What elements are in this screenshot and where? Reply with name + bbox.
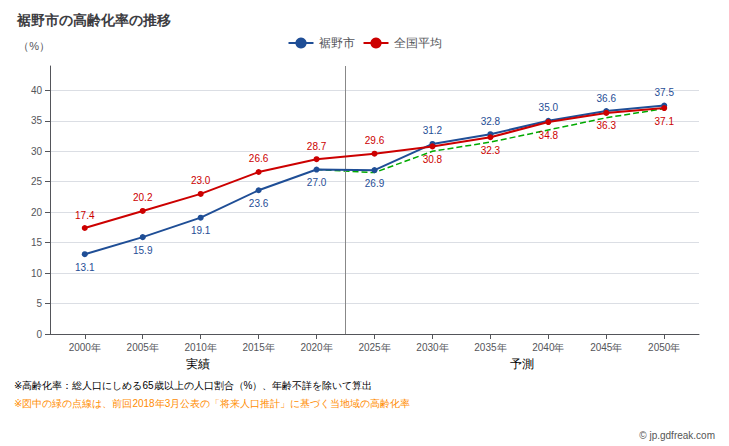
svg-text:19.1: 19.1 bbox=[191, 225, 211, 236]
svg-text:30.8: 30.8 bbox=[423, 154, 443, 165]
svg-text:36.6: 36.6 bbox=[597, 93, 617, 104]
svg-text:28.7: 28.7 bbox=[307, 141, 327, 152]
svg-text:40: 40 bbox=[31, 85, 43, 96]
svg-text:37.1: 37.1 bbox=[654, 116, 674, 127]
svg-text:30: 30 bbox=[31, 146, 43, 157]
svg-text:実績: 実績 bbox=[186, 357, 210, 371]
svg-text:13.1: 13.1 bbox=[75, 262, 95, 273]
svg-text:※図中の緑の点線は、前回2018年3月公表の「将来人口推計」: ※図中の緑の点線は、前回2018年3月公表の「将来人口推計」に基づく当地域の高齢… bbox=[14, 398, 410, 409]
svg-text:23.0: 23.0 bbox=[191, 175, 211, 186]
svg-text:2050年: 2050年 bbox=[648, 342, 680, 353]
svg-text:0: 0 bbox=[36, 329, 42, 340]
svg-text:36.3: 36.3 bbox=[597, 120, 617, 131]
svg-text:26.9: 26.9 bbox=[365, 178, 385, 189]
svg-text:予測: 予測 bbox=[510, 357, 534, 371]
svg-text:27.0: 27.0 bbox=[307, 177, 327, 188]
svg-text:17.4: 17.4 bbox=[75, 210, 95, 221]
svg-text:20: 20 bbox=[31, 207, 43, 218]
svg-text:25: 25 bbox=[31, 176, 43, 187]
svg-text:裾野市の高齢化率の推移: 裾野市の高齢化率の推移 bbox=[16, 12, 171, 28]
svg-text:2015年: 2015年 bbox=[242, 342, 274, 353]
svg-text:32.3: 32.3 bbox=[481, 145, 501, 156]
svg-text:5: 5 bbox=[36, 298, 42, 309]
svg-text:10: 10 bbox=[31, 268, 43, 279]
svg-text:裾野市: 裾野市 bbox=[319, 36, 355, 50]
svg-text:2020年: 2020年 bbox=[300, 342, 332, 353]
svg-text:15: 15 bbox=[31, 237, 43, 248]
svg-text:35: 35 bbox=[31, 115, 43, 126]
svg-text:© jp.gdfreak.com: © jp.gdfreak.com bbox=[639, 430, 715, 441]
svg-text:2035年: 2035年 bbox=[474, 342, 506, 353]
svg-text:20.2: 20.2 bbox=[133, 192, 153, 203]
svg-text:32.8: 32.8 bbox=[481, 116, 501, 127]
svg-text:23.6: 23.6 bbox=[249, 198, 269, 209]
svg-text:2000年: 2000年 bbox=[69, 342, 101, 353]
svg-text:29.6: 29.6 bbox=[365, 135, 385, 146]
svg-text:2010年: 2010年 bbox=[185, 342, 217, 353]
svg-text:26.6: 26.6 bbox=[249, 153, 269, 164]
svg-text:15.9: 15.9 bbox=[133, 245, 153, 256]
svg-text:2030年: 2030年 bbox=[416, 342, 448, 353]
svg-text:31.2: 31.2 bbox=[423, 125, 443, 136]
svg-text:34.8: 34.8 bbox=[539, 130, 559, 141]
svg-text:（%）: （%） bbox=[18, 40, 50, 52]
svg-text:2005年: 2005年 bbox=[127, 342, 159, 353]
svg-text:全国平均: 全国平均 bbox=[394, 36, 442, 50]
svg-text:2025年: 2025年 bbox=[358, 342, 390, 353]
svg-text:37.5: 37.5 bbox=[654, 87, 674, 98]
svg-text:35.0: 35.0 bbox=[539, 102, 559, 113]
svg-text:※高齢化率：総人口にしめる65歳以上の人口割合（%）、年齢不: ※高齢化率：総人口にしめる65歳以上の人口割合（%）、年齢不詳を除いて算出 bbox=[14, 380, 372, 391]
svg-text:2045年: 2045年 bbox=[590, 342, 622, 353]
svg-text:2040年: 2040年 bbox=[532, 342, 564, 353]
